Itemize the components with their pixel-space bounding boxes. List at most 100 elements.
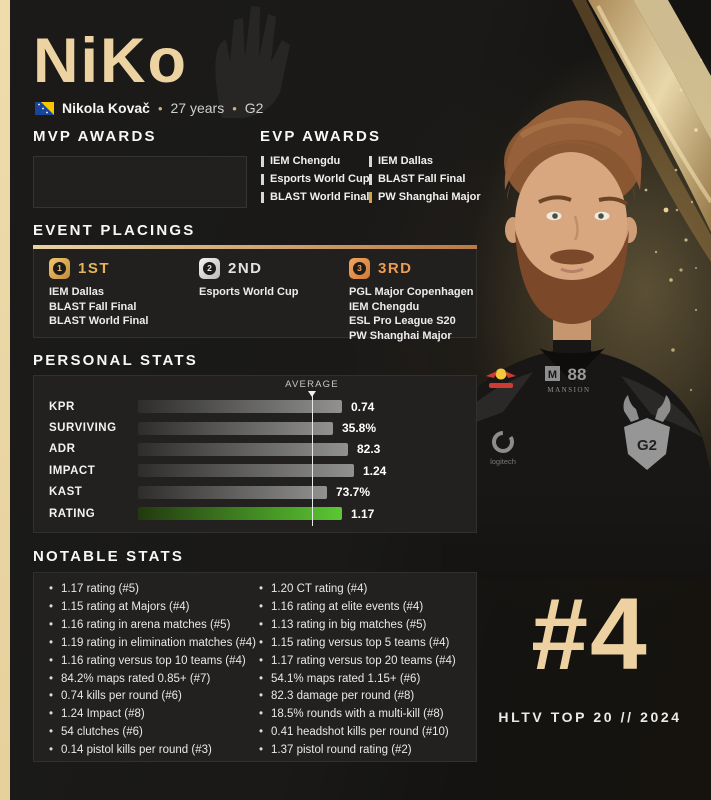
- redbull-logo: [486, 368, 516, 388]
- evp-item-label: PW Shanghai Major: [378, 191, 481, 203]
- event-name: PGL Major Copenhagen: [349, 286, 474, 298]
- badge-number: 3: [353, 262, 366, 275]
- rank-number: #4: [531, 577, 649, 691]
- bar-track: 1.24: [138, 464, 438, 478]
- event-name: ESL Pro League S20: [349, 315, 456, 328]
- rank-label-2nd: 2ND: [228, 260, 263, 277]
- mvp-awards-empty-box: [33, 156, 247, 208]
- raised-hand-silhouette: [215, 6, 290, 118]
- stat-bar: [138, 400, 342, 414]
- left-accent-strip: [0, 0, 10, 800]
- evp-item-label: BLAST World Final: [270, 191, 370, 203]
- stat-value: 35.8%: [342, 421, 377, 436]
- notable-stat: 1.24 Impact (#8): [49, 706, 259, 724]
- separator-dot: •: [232, 100, 237, 116]
- evp-item-label: IEM Chengdu: [270, 155, 341, 167]
- rank-block: #4 HLTV TOP 20 // 2024: [470, 583, 710, 725]
- notable-stat: 54.1% maps rated 1.15+ (#6): [259, 671, 476, 689]
- bar-track: 0.74: [138, 400, 438, 414]
- personal-stats-title: PERSONAL STATS: [33, 352, 198, 369]
- event-name: PW Shanghai Major: [349, 329, 452, 342]
- player-photo: M 88 MANSION logitech G2: [441, 50, 711, 580]
- placing-group-2nd: 2 2ND Esports World Cup: [199, 258, 349, 337]
- third-place-badge-icon: 3: [349, 258, 370, 279]
- evp-marker: [261, 191, 264, 203]
- stat-bar: [138, 507, 342, 521]
- m88-mansion-logo: M 88 MANSION: [545, 365, 590, 394]
- mvp-awards-title: MVP AWARDS: [33, 128, 157, 145]
- player-team: G2: [244, 100, 264, 116]
- stat-value: 73.7%: [336, 485, 371, 500]
- placing-group-1st: 1 1ST IEM Dallas BLAST Fall Final BLAST …: [49, 258, 199, 337]
- notable-stat: 0.41 headshot kills per round (#10): [259, 724, 476, 742]
- stat-bar: [138, 421, 333, 435]
- stat-value: 82.3: [357, 442, 381, 457]
- evp-marker: [369, 173, 372, 185]
- average-label: AVERAGE: [285, 379, 339, 390]
- rank-footer: HLTV TOP 20 // 2024: [498, 709, 682, 725]
- separator-dot: •: [157, 100, 163, 116]
- notable-stat: 1.17 rating versus top 20 teams (#4): [259, 653, 476, 671]
- svg-text:logitech: logitech: [490, 457, 516, 466]
- evp-marker: [369, 155, 372, 167]
- stat-row-adr: ADR 82.3: [49, 439, 476, 460]
- events-list-1st: IEM Dallas BLAST Fall Final BLAST World …: [49, 285, 199, 329]
- evp-item: BLAST World Final: [261, 191, 369, 203]
- notable-stat: 54 clutches (#6): [49, 724, 259, 742]
- stat-bar: [138, 442, 348, 456]
- evp-item: Esports World Cup: [261, 173, 369, 185]
- events-list-2nd: Esports World Cup: [199, 285, 349, 300]
- evp-item: IEM Chengdu: [261, 155, 369, 167]
- stat-value: 0.74: [351, 399, 375, 414]
- stat-row-impact: IMPACT 1.24: [49, 460, 476, 481]
- svg-text:88: 88: [568, 365, 587, 384]
- evp-marker: [369, 191, 372, 203]
- bar-track: 1.17: [138, 507, 438, 521]
- event-name: BLAST Fall Final: [49, 300, 137, 313]
- stat-row-surviving: SURVIVING 35.8%: [49, 417, 476, 438]
- event-name: IEM Dallas: [49, 286, 105, 298]
- evp-item-label: BLAST Fall Final: [378, 173, 466, 185]
- notable-stats-title: NOTABLE STATS: [33, 548, 185, 565]
- svg-text:G2: G2: [637, 437, 657, 454]
- notable-stat: 1.16 rating versus top 10 teams (#4): [49, 653, 259, 671]
- notable-stats-panel: 1.17 rating (#5) 1.15 rating at Majors (…: [33, 572, 477, 762]
- bar-track: 35.8%: [138, 421, 438, 435]
- player-subheader: Nikola Kovač • 27 years • G2: [35, 100, 263, 116]
- event-name: Esports World Cup: [199, 286, 299, 298]
- placing-group-3rd: 3 3RD PGL Major Copenhagen IEM Chengdu E…: [349, 258, 473, 342]
- stat-value: 1.17: [351, 506, 375, 521]
- evp-item: IEM Dallas: [369, 155, 481, 167]
- notable-stat: 1.15 rating at Majors (#4): [49, 599, 259, 617]
- page-title: NiKo: [33, 26, 188, 96]
- notable-stats-left-column: 1.17 rating (#5) 1.15 rating at Majors (…: [49, 581, 259, 761]
- notable-stat: 1.20 CT rating (#4): [259, 581, 476, 599]
- event-placings-title: EVENT PLACINGS: [33, 222, 196, 239]
- notable-stat: 84.2% maps rated 0.85+ (#7): [49, 671, 259, 689]
- stat-label: KPR: [49, 400, 75, 413]
- stat-bar: [138, 485, 327, 499]
- notable-stat: 1.17 rating (#5): [49, 581, 259, 599]
- notable-stat: 1.19 rating in elimination matches (#4): [49, 635, 259, 653]
- evp-awards-list: IEM Chengdu IEM Dallas Esports World Cup…: [261, 155, 481, 203]
- player-age: 27 years: [170, 100, 225, 116]
- stat-label: SURVIVING: [49, 422, 117, 435]
- stat-label: KAST: [49, 486, 83, 499]
- notable-stat: 18.5% rounds with a multi-kill (#8): [259, 706, 476, 724]
- bar-track: 82.3: [138, 442, 438, 456]
- notable-stat: 82.3 damage per round (#8): [259, 688, 476, 706]
- svg-text:MANSION: MANSION: [547, 386, 590, 394]
- personal-stats-panel: AVERAGE KPR 0.74 SURVIVING 35.8% ADR 82.…: [33, 375, 477, 533]
- gradient-divider: [33, 245, 477, 249]
- badge-number: 1: [53, 262, 66, 275]
- event-name: IEM Chengdu: [349, 300, 420, 313]
- notable-stat: 1.13 rating in big matches (#5): [259, 617, 476, 635]
- events-list-3rd: PGL Major Copenhagen IEM Chengdu ESL Pro…: [349, 285, 473, 343]
- evp-item: BLAST Fall Final: [369, 173, 481, 185]
- bosnia-herzegovina-flag-icon: [35, 101, 54, 115]
- second-place-badge-icon: 2: [199, 258, 220, 279]
- stat-row-kast: KAST 73.7%: [49, 482, 476, 503]
- notable-stat: 1.16 rating in arena matches (#5): [49, 617, 259, 635]
- first-place-badge-icon: 1: [49, 258, 70, 279]
